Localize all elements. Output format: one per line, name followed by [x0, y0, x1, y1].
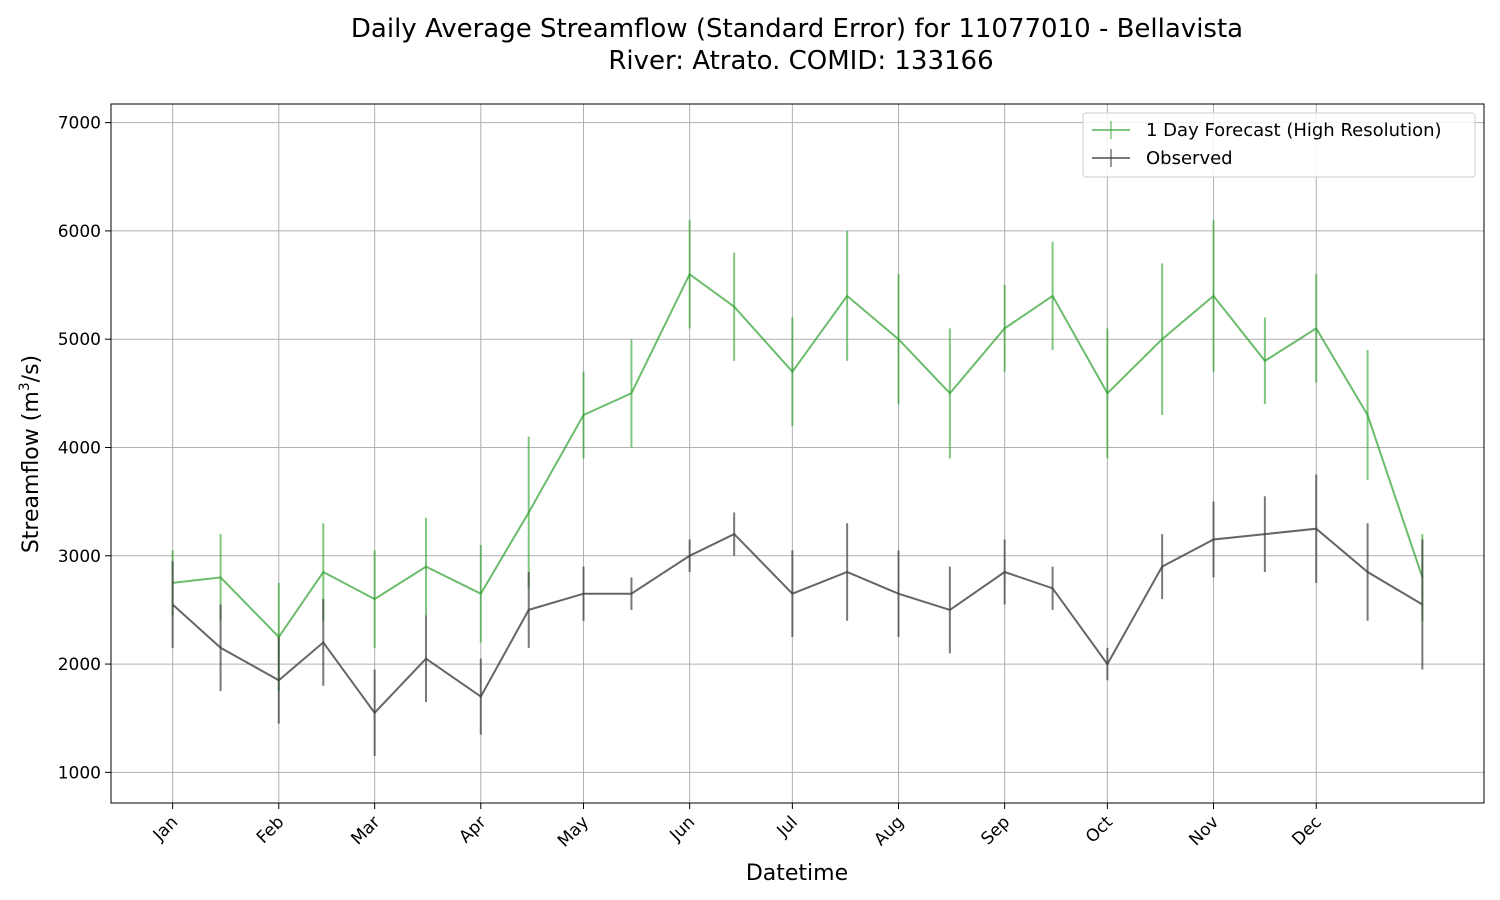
x-axis-label: Datetime: [746, 861, 848, 886]
legend: 1 Day Forecast (High Resolution) Observe…: [1082, 112, 1476, 178]
y-tick-label: 4000: [58, 438, 101, 458]
series-layer: [171, 220, 1424, 757]
chart-title-line1: Daily Average Streamflow (Standard Error…: [351, 14, 1243, 44]
y-axis-label-prefix: Streamflow (m: [19, 391, 44, 553]
series-line: [172, 272, 1424, 639]
y-axis: 1000 2000 3000 4000 5000 6000 7000: [58, 114, 111, 783]
y-tick-label: 1000: [58, 763, 101, 783]
series-1: [171, 474, 1424, 757]
plot-frame: [110, 103, 1485, 804]
y-tick-label: 5000: [58, 330, 101, 350]
y-tick-label: 7000: [58, 114, 101, 134]
legend-box: [1082, 112, 1476, 178]
chart-title-line2: River: Atrato. COMID: 133166: [608, 46, 993, 76]
y-tick-label: 3000: [58, 547, 101, 567]
legend-label-observed: Observed: [1146, 148, 1233, 169]
legend-label-forecast: 1 Day Forecast (High Resolution): [1146, 120, 1442, 141]
y-tick-label: 6000: [58, 222, 101, 242]
y-axis-label-suffix: /s): [19, 355, 44, 382]
y-tick-label: 2000: [58, 655, 101, 675]
y-axis-label: Streamflow (m3/s): [17, 355, 44, 553]
series-line: [171, 527, 1423, 715]
y-axis-label-sup: 3: [17, 382, 33, 391]
